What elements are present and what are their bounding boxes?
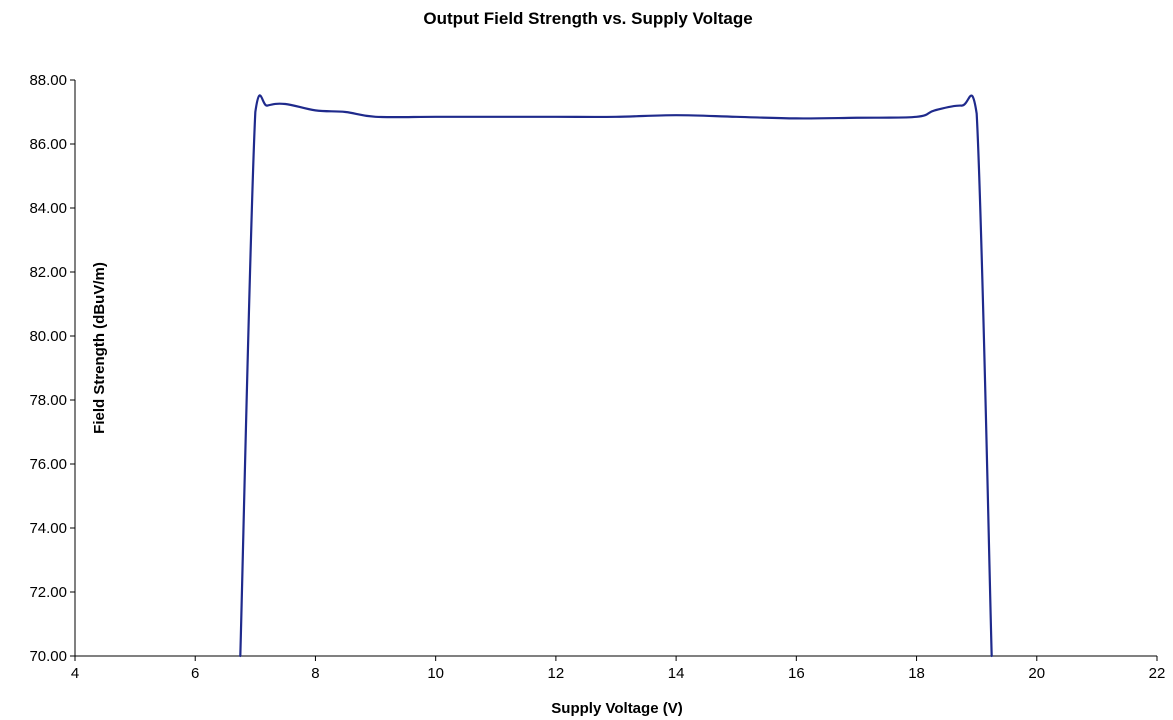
y-axis: 70.00 72.00 74.00 76.00 78.00 80.00 82.00 84.00… bbox=[29, 72, 76, 665]
x-tick-label: 8 bbox=[311, 665, 319, 682]
y-tick-label: 88.00 bbox=[29, 72, 67, 89]
y-tick-label: 80.00 bbox=[29, 328, 67, 345]
x-tick-label: 4 bbox=[71, 665, 79, 682]
x-tick-label: 20 bbox=[1028, 665, 1045, 682]
y-tick-label: 76.00 bbox=[29, 456, 67, 473]
x-tick-label: 16 bbox=[788, 665, 805, 682]
series-line bbox=[239, 94, 993, 658]
y-tick-label: 74.00 bbox=[29, 520, 67, 537]
x-tick-label: 18 bbox=[908, 665, 925, 682]
x-tick-label: 10 bbox=[427, 665, 444, 682]
y-axis-title: Field Strength (dBuV/m) bbox=[91, 262, 108, 434]
y-tick-label: 78.00 bbox=[29, 392, 67, 409]
y-tick-label: 86.00 bbox=[29, 136, 67, 153]
y-tick-label: 84.00 bbox=[29, 200, 67, 217]
x-axis-title: Supply Voltage (V) bbox=[551, 700, 682, 717]
y-tick-label: 82.00 bbox=[29, 264, 67, 281]
x-tick-label: 6 bbox=[191, 665, 199, 682]
x-tick-label: 22 bbox=[1149, 665, 1166, 682]
y-tick-label: 70.00 bbox=[29, 648, 67, 665]
y-tick-label: 72.00 bbox=[29, 584, 67, 601]
x-tick-label: 12 bbox=[548, 665, 565, 682]
series-area bbox=[239, 94, 993, 658]
x-axis: 4 6 8 10 12 14 16 18 20 22 bbox=[71, 655, 1166, 682]
chart-title: Output Field Strength vs. Supply Voltage bbox=[423, 9, 752, 28]
x-tick-label: 14 bbox=[668, 665, 685, 682]
